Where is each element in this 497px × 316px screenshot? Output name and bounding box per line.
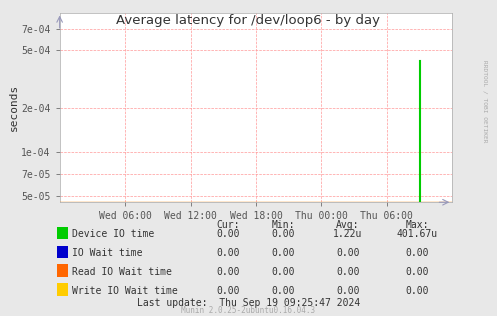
Text: 0.00: 0.00 — [271, 267, 295, 277]
Text: 0.00: 0.00 — [406, 248, 429, 258]
Text: IO Wait time: IO Wait time — [72, 248, 143, 258]
Text: Max:: Max: — [406, 220, 429, 230]
Text: 0.00: 0.00 — [336, 267, 360, 277]
Text: 0.00: 0.00 — [271, 286, 295, 296]
Text: 0.00: 0.00 — [336, 286, 360, 296]
Text: 0.00: 0.00 — [217, 248, 241, 258]
Text: 0.00: 0.00 — [217, 229, 241, 239]
Text: 0.00: 0.00 — [336, 248, 360, 258]
Text: Read IO Wait time: Read IO Wait time — [72, 267, 172, 277]
Text: Device IO time: Device IO time — [72, 229, 154, 239]
Text: RRDTOOL / TOBI OETIKER: RRDTOOL / TOBI OETIKER — [482, 60, 487, 143]
Y-axis label: seconds: seconds — [8, 84, 18, 131]
Text: Min:: Min: — [271, 220, 295, 230]
Text: Last update:  Thu Sep 19 09:25:47 2024: Last update: Thu Sep 19 09:25:47 2024 — [137, 298, 360, 308]
Text: Munin 2.0.25-2ubuntu0.16.04.3: Munin 2.0.25-2ubuntu0.16.04.3 — [181, 307, 316, 315]
Text: 0.00: 0.00 — [406, 286, 429, 296]
Text: 0.00: 0.00 — [217, 267, 241, 277]
Text: Average latency for /dev/loop6 - by day: Average latency for /dev/loop6 - by day — [116, 14, 381, 27]
Text: 0.00: 0.00 — [271, 229, 295, 239]
Text: Write IO Wait time: Write IO Wait time — [72, 286, 178, 296]
Text: 0.00: 0.00 — [271, 248, 295, 258]
Text: 0.00: 0.00 — [406, 267, 429, 277]
Text: Avg:: Avg: — [336, 220, 360, 230]
Text: 0.00: 0.00 — [217, 286, 241, 296]
Text: 1.22u: 1.22u — [333, 229, 363, 239]
Text: Cur:: Cur: — [217, 220, 241, 230]
Text: 401.67u: 401.67u — [397, 229, 438, 239]
